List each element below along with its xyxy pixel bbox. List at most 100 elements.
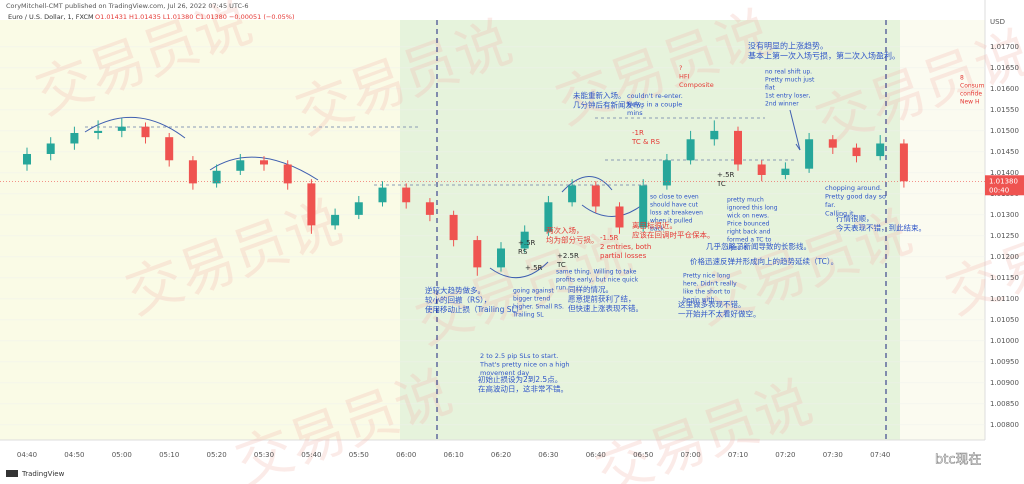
x-tick-label: 04:50 — [64, 451, 84, 459]
y-tick-label: 1.00850 — [990, 400, 1019, 408]
annotation: Calling it. — [825, 210, 856, 218]
annotation: Pretty nice long — [683, 273, 730, 280]
x-tick-label: 07:40 — [870, 451, 890, 459]
annotation: Consum — [960, 83, 985, 90]
candle-body — [497, 248, 505, 268]
session-shade — [0, 20, 400, 440]
annotation: like the short to — [683, 289, 731, 296]
x-tick-label: 06:10 — [444, 451, 464, 459]
candle-body — [662, 160, 671, 186]
candle-body — [307, 183, 316, 226]
candle-body — [188, 160, 197, 184]
candle-body — [781, 168, 790, 175]
annotation: 价格迅速反弹并形成向上的趋势延续（TC）。 — [690, 256, 838, 266]
annotation: wick on news. — [727, 213, 769, 220]
annotation: when it pulled — [650, 218, 693, 225]
session-shade — [400, 20, 900, 440]
arc — [84, 116, 186, 139]
annotation: should have cut — [650, 202, 699, 209]
annotation: 较小的回撤（RS）， — [425, 295, 491, 305]
annotation: loss at breakeven — [650, 210, 703, 217]
annotation: couldn't re-enter. — [627, 92, 683, 100]
y-tick-label: 1.01100 — [990, 295, 1019, 303]
candle-body — [568, 185, 577, 203]
x-tick-label: 06:40 — [586, 451, 606, 459]
candle-body — [402, 187, 411, 203]
candle-body — [639, 185, 648, 228]
annotation: far. — [825, 201, 835, 209]
y-tick-label: 1.01450 — [990, 148, 1019, 156]
annotation: 8 — [960, 75, 964, 82]
annotation: bigger trend — [513, 296, 550, 303]
candle-body — [46, 143, 55, 154]
annotation: run. — [556, 285, 568, 292]
annotation: TC & RS — [631, 138, 661, 146]
candle-body — [852, 147, 861, 157]
candle-body — [828, 139, 837, 148]
candle-body — [354, 202, 363, 215]
annotation: 未能重新入场。 — [573, 90, 626, 100]
y-tick-label: 1.01200 — [990, 253, 1019, 261]
annotation: 两次入场， — [546, 225, 584, 235]
annotation: +2.5R — [557, 252, 579, 260]
annotation: TC — [716, 180, 726, 188]
candle-body — [260, 160, 268, 165]
annotation: 离目标很近。 — [632, 220, 677, 230]
candle-body — [710, 130, 719, 140]
candle-body — [473, 240, 482, 268]
source-watermark: btc现在 — [935, 453, 982, 468]
candle-body — [141, 126, 150, 138]
annotation: confide — [960, 91, 982, 98]
annotation: 一开始并不太看好做空。 — [678, 309, 761, 319]
candle-body — [520, 231, 529, 249]
candle-body — [425, 202, 434, 215]
annotation: higher. Small RS. — [513, 304, 564, 311]
annotation: same thing. Willing to take — [556, 269, 637, 276]
annotation: Price bounced — [727, 221, 770, 228]
annotation: TC — [556, 261, 566, 269]
y-tick-label: 1.00900 — [990, 379, 1019, 387]
candle-body — [212, 170, 221, 184]
annotation: RS — [518, 248, 528, 256]
annotation: New H — [960, 99, 980, 106]
y-tick-label: 1.01550 — [990, 106, 1019, 114]
annotation: 今天表现不错，到此结束。 — [836, 223, 926, 233]
annotation: going against — [513, 288, 554, 295]
annotation: formed a TC to — [727, 237, 772, 244]
candles — [23, 118, 908, 276]
annotation: News in a couple — [627, 101, 682, 109]
arc — [581, 204, 643, 217]
annotation: 应该在回调时平仓保本。 — [632, 230, 715, 240]
annotation: +.5R — [525, 264, 543, 272]
x-tick-label: 05:10 — [159, 451, 179, 459]
annotation: HFI — [679, 73, 690, 81]
annotation: chopping around. — [825, 184, 882, 192]
candle-body — [378, 187, 387, 203]
annotation: flat — [765, 85, 775, 92]
annotation: 均为部分亏损。 — [546, 235, 599, 245]
annotation: 2 to 2.5 pip SLs to start. — [480, 352, 558, 360]
candle-body — [734, 130, 742, 165]
candle-body — [686, 139, 695, 161]
annotation: -1R — [632, 129, 644, 137]
arc — [209, 156, 319, 181]
annotation: 在高波动日，这非常不错。 — [478, 384, 568, 394]
annotation: profits early, but nice quick — [556, 277, 639, 284]
y-tick-label: 1.01500 — [990, 127, 1019, 135]
candle-body — [23, 153, 31, 165]
y-tick-label: 1.01000 — [990, 337, 1019, 345]
publisher: CoryMitchell-CMT published on TradingVie… — [6, 2, 249, 10]
annotation: 但快速上涨表现不错。 — [568, 303, 643, 313]
candle-body — [70, 132, 79, 144]
y-tick-label: 1.00950 — [990, 358, 1019, 366]
annotation: 几乎忽略了新闻导致的长影线。 — [706, 241, 811, 251]
x-tick-label: 07:20 — [775, 451, 795, 459]
annotation: 这里做多表现不错。 — [678, 299, 746, 309]
last-price-label: 1.01380 — [989, 177, 1018, 185]
annotation: +.5R — [518, 239, 536, 247]
y-tick-label: 1.01400 — [990, 169, 1019, 177]
x-tick-label: 04:40 — [17, 451, 37, 459]
x-tick-label: 05:00 — [112, 451, 132, 459]
annotation: here. Didn't really — [683, 281, 737, 288]
x-tick-label: 06:20 — [491, 451, 511, 459]
